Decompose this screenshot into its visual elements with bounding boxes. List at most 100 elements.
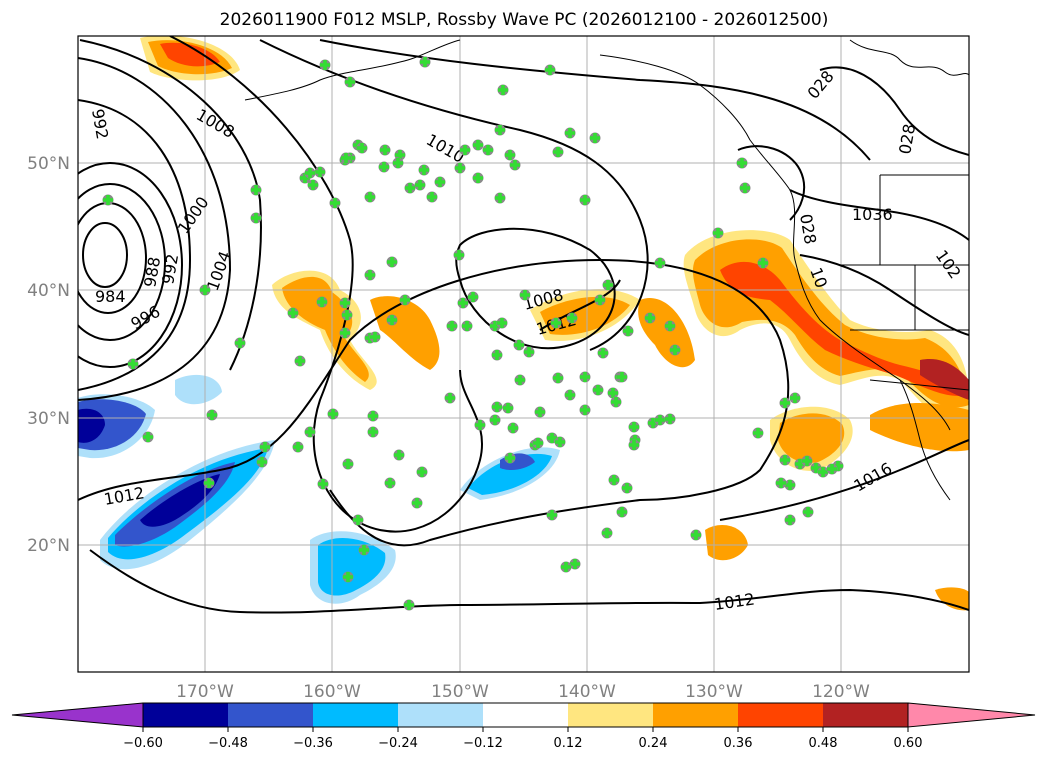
isobars bbox=[78, 36, 969, 614]
station-plus-icon bbox=[387, 257, 398, 268]
station-plus-icon bbox=[520, 290, 530, 301]
station-plus-icon bbox=[514, 340, 524, 351]
negative-anomaly-fills bbox=[78, 374, 560, 604]
station-plus-icon bbox=[790, 393, 800, 404]
station-plus-icon bbox=[340, 328, 351, 339]
lat-label: 30°N bbox=[27, 409, 70, 429]
station-plus-icon bbox=[365, 270, 376, 281]
station-plus-icon bbox=[617, 507, 627, 517]
station-plus-icon bbox=[691, 530, 701, 540]
station-plus-icon bbox=[455, 163, 466, 173]
station-plus-icon bbox=[340, 298, 351, 309]
station-plus-icon bbox=[608, 388, 618, 399]
station-plus-icon bbox=[204, 478, 214, 489]
colorbar-segment bbox=[653, 703, 738, 727]
station-plus-icon bbox=[590, 133, 600, 143]
station-plus-icon bbox=[495, 193, 506, 203]
station-plus-icon bbox=[368, 427, 379, 438]
station-plus-icon bbox=[609, 475, 619, 486]
station-plus-icon bbox=[462, 321, 473, 332]
station-plus-icon bbox=[343, 572, 354, 582]
station-plus-icon bbox=[515, 375, 525, 386]
station-plus-icon bbox=[565, 128, 575, 138]
station-plus-icon bbox=[629, 440, 639, 451]
isobar bbox=[319, 39, 871, 161]
station-plus-icon bbox=[740, 183, 750, 193]
anomaly-fill bbox=[282, 276, 369, 382]
station-plus-icon bbox=[645, 313, 655, 324]
colorbar-segment bbox=[483, 703, 568, 727]
station-plus-icon bbox=[345, 77, 356, 87]
station-plus-icon bbox=[555, 437, 565, 448]
station-plus-icon bbox=[603, 280, 613, 291]
station-plus-icon bbox=[665, 414, 675, 425]
isobar bbox=[737, 145, 806, 221]
station-plus-icon bbox=[427, 192, 438, 202]
station-plus-icon bbox=[561, 562, 571, 572]
station-plus-icon bbox=[370, 332, 381, 343]
station-plus-icon bbox=[580, 372, 590, 383]
colorbar-tick-label: 0.60 bbox=[894, 736, 923, 751]
lat-label: 20°N bbox=[27, 536, 70, 556]
station-plus-icon bbox=[308, 180, 319, 190]
colorbar-tick-label: −0.36 bbox=[293, 736, 333, 751]
station-plus-icon bbox=[305, 427, 316, 438]
station-plus-icon bbox=[780, 398, 790, 409]
isobar bbox=[78, 183, 166, 341]
station-plus-icon bbox=[776, 478, 786, 489]
station-plus-icon bbox=[341, 153, 352, 163]
station-plus-icon bbox=[330, 198, 341, 208]
colorbar-tick-label: −0.60 bbox=[123, 736, 163, 751]
station-plus-icon bbox=[260, 442, 271, 453]
station-plus-icon bbox=[295, 356, 306, 367]
anomaly-fill bbox=[935, 587, 969, 611]
station-plus-icon bbox=[103, 195, 113, 205]
station-plus-icon bbox=[611, 397, 621, 408]
station-plus-icon bbox=[365, 192, 376, 202]
lon-label: 170°W bbox=[176, 682, 234, 702]
colorbar-segment bbox=[823, 703, 908, 727]
coastline bbox=[899, 379, 951, 501]
station-plus-icon bbox=[473, 140, 484, 150]
station-plus-icon bbox=[785, 480, 795, 491]
station-plus-icon bbox=[128, 359, 138, 370]
station-plus-icon bbox=[803, 507, 813, 517]
station-plus-icon bbox=[387, 315, 398, 326]
colorbar: −0.60 −0.48 −0.36 −0.24 −0.12 0.12 0.24 0.36 0.4… bbox=[11, 702, 1036, 751]
station-plus-icon bbox=[533, 438, 543, 449]
colorbar-tick-label: −0.24 bbox=[378, 736, 418, 751]
station-plus-icon bbox=[490, 321, 501, 332]
station-plus-icon bbox=[343, 459, 354, 470]
isobar bbox=[82, 222, 128, 288]
station-plus-icon bbox=[648, 418, 658, 429]
colorbar-tick-label: 0.48 bbox=[809, 736, 838, 751]
station-plus-icon bbox=[400, 295, 411, 306]
station-plus-icon bbox=[492, 350, 503, 361]
station-plus-icon bbox=[235, 338, 245, 349]
station-plus-icon bbox=[320, 60, 331, 70]
station-plus-icon bbox=[250, 213, 261, 223]
station-plus-icon bbox=[293, 442, 304, 453]
lat-label: 50°N bbox=[27, 154, 70, 174]
anomaly-fill bbox=[370, 296, 440, 370]
station-plus-icon bbox=[547, 433, 557, 444]
station-plus-icon bbox=[447, 321, 458, 332]
colorbar-tick-label: 0.12 bbox=[554, 736, 583, 751]
coastline bbox=[849, 39, 969, 76]
station-plus-icon bbox=[143, 432, 153, 443]
station-plus-icon bbox=[328, 409, 339, 420]
anomaly-fill bbox=[705, 525, 748, 561]
station-plus-icon bbox=[420, 57, 431, 67]
colorbar-segment bbox=[398, 703, 483, 727]
station-plus-icon bbox=[473, 173, 484, 183]
station-plus-icon bbox=[602, 528, 612, 538]
station-plus-icon bbox=[833, 461, 843, 472]
station-plus-icon bbox=[359, 545, 370, 555]
station-plus-icon bbox=[553, 373, 563, 384]
lat-label: 40°N bbox=[27, 281, 70, 301]
lon-label: 120°W bbox=[812, 682, 870, 702]
station-plus-icon bbox=[412, 498, 423, 509]
station-plus-icon bbox=[753, 428, 763, 439]
station-plus-icon bbox=[415, 180, 426, 190]
station-plus-icon bbox=[670, 345, 680, 356]
